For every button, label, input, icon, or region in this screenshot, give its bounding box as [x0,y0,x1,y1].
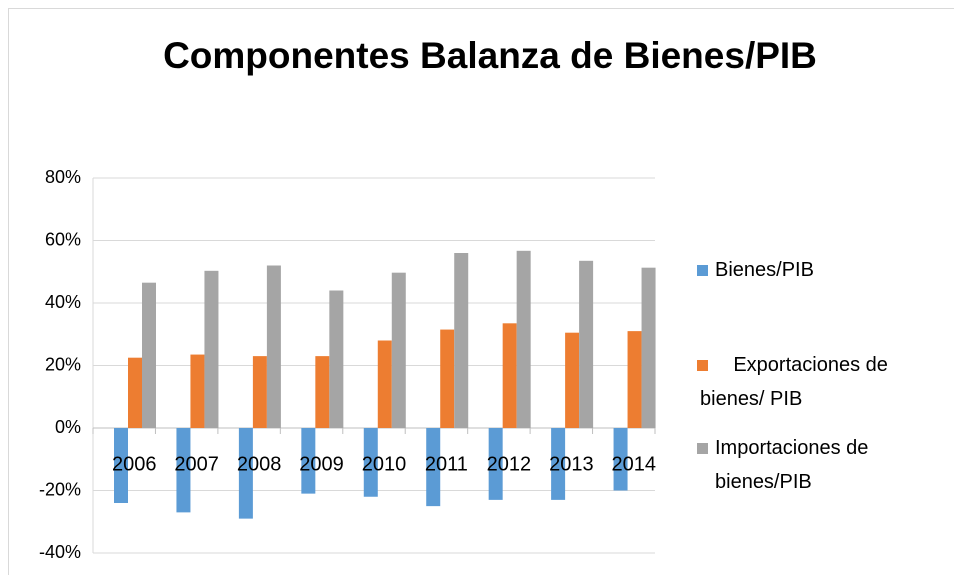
chart-frame [8,8,954,575]
y-tick-label: 40% [45,292,81,312]
legend-label: Exportaciones de bienes/ PIB [700,354,894,410]
bar [266,265,281,428]
bar [613,428,628,491]
x-tick-label: 2007 [174,453,219,475]
bar [329,290,344,428]
y-tick-label: 20% [45,354,81,374]
bar [114,428,128,503]
x-tick-label: 2013 [549,453,594,475]
bar [363,428,378,497]
bar [440,329,455,428]
legend-swatch [697,360,708,371]
legend-label: Importaciones de bienes/PIB [715,437,874,493]
x-tick-label: 2008 [237,453,282,475]
y-tick-label: 80% [45,167,81,187]
bar [502,323,517,428]
bar [190,354,205,428]
legend-label: Bienes/PIB [715,259,814,281]
chart-title: Componentes Balanza de Bienes/PIB [163,35,817,76]
bar [315,356,330,428]
bar [641,267,656,428]
bar [238,428,253,519]
x-tick-label: 2012 [487,453,532,475]
x-tick-label: 2009 [299,453,344,475]
x-tick-label: 2010 [362,453,407,475]
bar [579,260,594,428]
bar [204,270,219,428]
bar [426,428,441,507]
bar [128,357,142,428]
legend-swatch [697,443,708,454]
bar [391,272,406,428]
legend-swatch [697,265,708,276]
bar [516,250,531,428]
y-tick-label: -20% [39,479,81,499]
x-tick-label: 2014 [612,453,657,475]
bar [454,253,469,428]
bar [142,282,156,428]
x-tick-label: 2006 [112,453,157,475]
y-tick-label: -40% [39,542,81,562]
y-tick-label: 60% [45,229,81,249]
bar [565,332,580,428]
bar [488,428,503,500]
bar [627,331,642,428]
bar [301,428,316,494]
bar [551,428,566,500]
bar [377,340,392,428]
x-tick-label: 2011 [425,453,468,475]
bar [176,428,191,513]
bar [252,356,267,428]
y-tick-label: 0% [55,417,81,437]
